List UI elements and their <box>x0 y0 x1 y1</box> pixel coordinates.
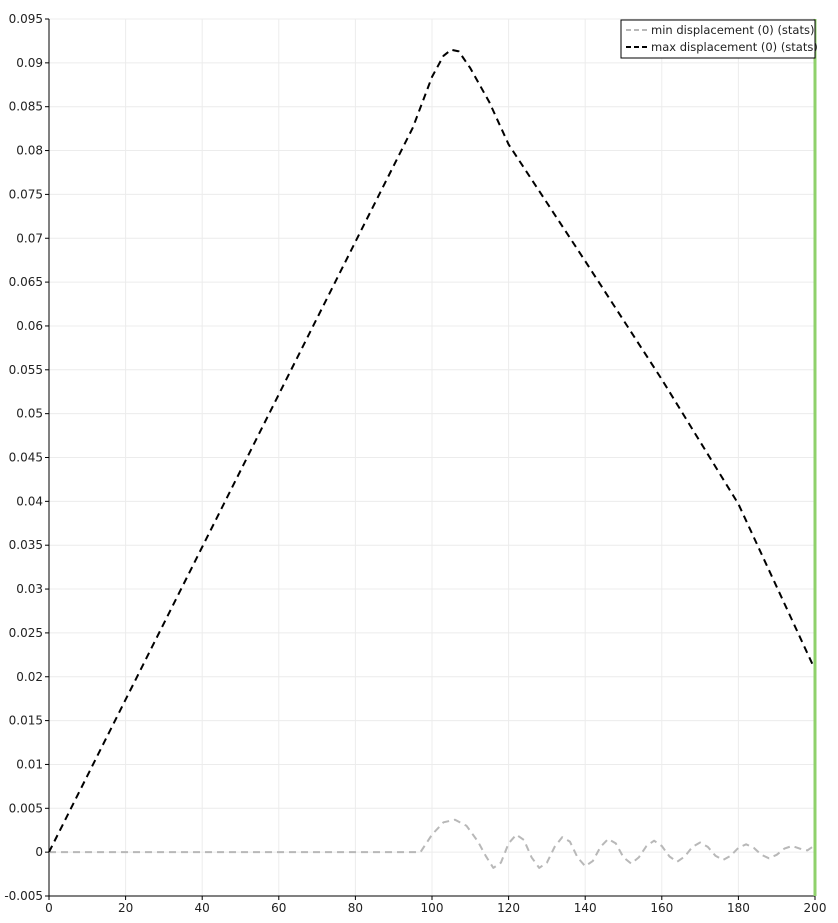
y-tick-label: 0.01 <box>16 757 43 771</box>
y-tick-label: 0.035 <box>9 538 43 552</box>
legend-entry[interactable]: max displacement (0) (stats) <box>651 40 818 54</box>
x-tick-label: 80 <box>348 901 363 915</box>
x-tick-label: 20 <box>118 901 133 915</box>
y-tick-label: 0.085 <box>9 100 43 114</box>
y-tick-label: 0.055 <box>9 363 43 377</box>
y-tick-label: 0.03 <box>16 582 43 596</box>
x-tick-label: 100 <box>421 901 444 915</box>
legend[interactable]: min displacement (0) (stats) max displace… <box>620 19 818 59</box>
x-tick-label: 180 <box>727 901 750 915</box>
y-tick-label: 0.09 <box>16 56 43 70</box>
y-tick-label: 0.025 <box>9 626 43 640</box>
y-tick-label: 0.07 <box>16 231 43 245</box>
x-tick-label: 140 <box>574 901 597 915</box>
y-tick-label: -0.005 <box>4 889 43 903</box>
y-tick-label: 0.065 <box>9 275 43 289</box>
y-tick-label: 0.06 <box>16 319 43 333</box>
x-tick-label: 0 <box>45 901 53 915</box>
axes <box>45 18 816 900</box>
y-tick-label: 0.015 <box>9 714 43 728</box>
y-tick-label: 0.005 <box>9 801 43 815</box>
y-tick-label: 0.045 <box>9 451 43 465</box>
y-tick-label: 0 <box>35 845 43 859</box>
y-tick-label: 0.05 <box>16 407 43 421</box>
x-tick-label: 60 <box>271 901 286 915</box>
legend-box <box>620 19 816 59</box>
y-tick-label: 0.02 <box>16 670 43 684</box>
x-tick-label: 40 <box>195 901 210 915</box>
x-tick-label: 200 <box>804 901 827 915</box>
y-tick-label: 0.095 <box>9 12 43 26</box>
tick-labels: 0 20 40 60 80 100 120 140 160 180 200-0.00500.0050… <box>4 12 826 915</box>
grid <box>49 18 816 896</box>
y-tick-label: 0.075 <box>9 187 43 201</box>
legend-entry[interactable]: min displacement (0) (stats) <box>651 23 814 37</box>
series-line-0 <box>49 818 816 869</box>
y-tick-label: 0.08 <box>16 144 43 158</box>
series-lines <box>48 48 816 869</box>
y-tick-label: 0.04 <box>16 494 43 508</box>
x-tick-label: 120 <box>497 901 520 915</box>
x-tick-label: 160 <box>650 901 673 915</box>
